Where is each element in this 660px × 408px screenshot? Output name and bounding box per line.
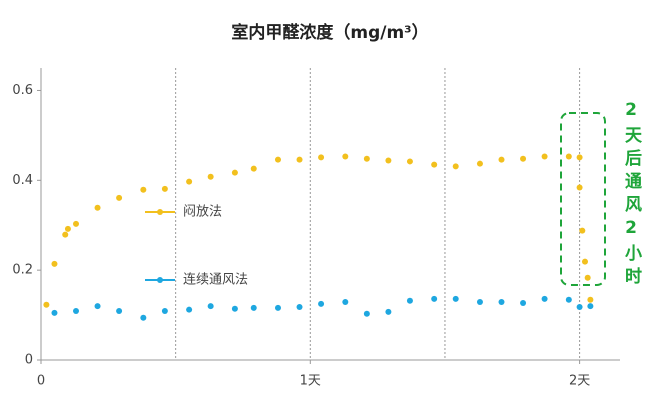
point: [406, 297, 413, 304]
point: [62, 231, 69, 238]
point: [250, 165, 257, 172]
legend-label: 连续通风法: [183, 272, 248, 288]
x-tick-label: 1天: [300, 374, 321, 389]
point: [476, 299, 483, 306]
y-tick-label: 0: [25, 353, 33, 368]
point: [576, 184, 583, 191]
point: [584, 274, 591, 281]
point: [116, 308, 123, 315]
point: [476, 160, 483, 167]
point: [318, 154, 325, 161]
point: [587, 303, 594, 310]
point: [565, 153, 572, 160]
point: [318, 300, 325, 307]
point: [363, 310, 370, 317]
point: [161, 308, 168, 315]
point: [140, 186, 147, 193]
x-tick-label: 2天: [569, 374, 590, 389]
point: [94, 204, 101, 211]
annotation-box: [560, 112, 606, 286]
point: [385, 157, 392, 164]
point: [541, 295, 548, 302]
point: [498, 299, 505, 306]
y-tick-label: 0.6: [12, 83, 33, 98]
point: [579, 227, 586, 234]
point: [231, 169, 238, 176]
point: [385, 308, 392, 315]
point: [207, 303, 214, 310]
point: [274, 304, 281, 311]
point: [452, 295, 459, 302]
legend-marker: [157, 209, 163, 215]
point: [73, 220, 80, 227]
legend-marker: [157, 277, 163, 283]
annotation: 2天后通风2小时: [621, 100, 642, 290]
point: [296, 156, 303, 163]
point: [231, 305, 238, 312]
point: [576, 303, 583, 310]
chart-title: 室内甲醛浓度（mg/m³）: [231, 22, 428, 43]
point: [250, 304, 257, 311]
point: [207, 173, 214, 180]
point: [51, 260, 58, 267]
point: [576, 154, 583, 161]
point: [73, 308, 80, 315]
point: [94, 303, 101, 310]
point: [520, 155, 527, 162]
point: [498, 156, 505, 163]
point: [406, 158, 413, 165]
point: [43, 301, 50, 308]
point: [140, 314, 147, 321]
point: [186, 306, 193, 313]
y-tick-label: 0.4: [12, 173, 33, 188]
point: [161, 185, 168, 192]
point: [51, 309, 58, 316]
point: [431, 161, 438, 168]
y-tick-label: 0.2: [12, 263, 33, 278]
point: [296, 303, 303, 310]
point: [342, 299, 349, 306]
x-tick-label: 0: [37, 374, 45, 389]
point: [116, 194, 123, 201]
point: [363, 155, 370, 162]
point: [186, 178, 193, 185]
legend-label: 闷放法: [183, 205, 222, 220]
point: [587, 296, 594, 303]
point: [431, 295, 438, 302]
point: [342, 153, 349, 160]
point: [452, 163, 459, 170]
point: [520, 299, 527, 306]
point: [64, 225, 71, 232]
point: [565, 296, 572, 303]
point: [274, 156, 281, 163]
point: [541, 153, 548, 160]
point: [581, 258, 588, 265]
